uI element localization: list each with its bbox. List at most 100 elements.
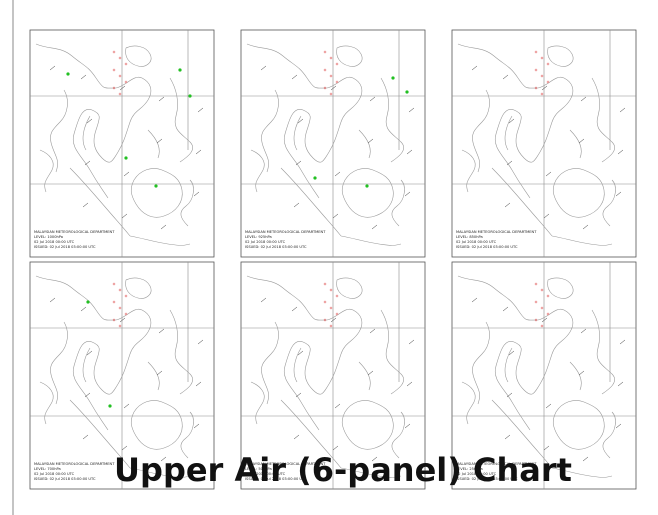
wind-barb — [335, 172, 340, 176]
panel-label: 02 Jul 2018 00:00 UTC — [245, 240, 286, 244]
wind-barb — [542, 86, 547, 90]
wind-barb — [503, 75, 508, 79]
wind-barb — [261, 298, 266, 302]
station-marker — [547, 313, 549, 315]
wind-barb — [407, 150, 412, 154]
station-marker — [541, 289, 543, 291]
wind-barb — [503, 307, 508, 311]
map-panel: MALAYSIAN METEOROLOGICAL DEPARTMENTLEVEL… — [241, 30, 425, 257]
coastline — [247, 44, 404, 246]
station-marker — [535, 51, 537, 53]
station-marker — [535, 301, 537, 303]
wind-barb — [159, 97, 164, 101]
panel-label: ISSUED: 02 Jul 2018 03:00:00 UTC — [245, 245, 307, 249]
station-dot — [108, 404, 111, 407]
station-marker — [535, 283, 537, 285]
wind-barb — [546, 172, 551, 176]
station-marker — [336, 313, 338, 315]
wind-barb — [581, 97, 586, 101]
panel-label: 02 Jul 2018 00:00 UTC — [34, 240, 75, 244]
wind-barb — [50, 298, 55, 302]
panel-label: MALAYSIAN METEOROLOGICAL DEPARTMENT — [34, 230, 115, 234]
wind-barb — [331, 318, 336, 322]
station-marker — [324, 301, 326, 303]
wind-barb — [157, 139, 162, 143]
wind-barb — [616, 424, 621, 428]
caption: Upper Air (6-panel) Chart — [114, 451, 572, 489]
wind-barb — [618, 150, 623, 154]
wind-barb — [544, 446, 549, 450]
wind-barb — [331, 86, 336, 90]
wind-barb — [370, 329, 375, 333]
wind-barb — [618, 382, 623, 386]
wind-barb — [407, 382, 412, 386]
station-marker — [119, 75, 121, 77]
station-dot — [86, 300, 89, 303]
wind-barb — [579, 139, 584, 143]
coastline — [247, 276, 404, 478]
station-marker — [119, 93, 121, 95]
wind-barb — [159, 329, 164, 333]
map-panel: MALAYSIAN METEOROLOGICAL DEPARTMENTLEVEL… — [30, 30, 214, 257]
panel-label: ISSUED: 02 Jul 2018 03:00:00 UTC — [34, 477, 96, 481]
panel-grid: MALAYSIAN METEOROLOGICAL DEPARTMENTLEVEL… — [30, 30, 636, 489]
wind-barb — [505, 435, 510, 439]
wind-barb — [124, 172, 129, 176]
panel-label: MALAYSIAN METEOROLOGICAL DEPARTMENT — [34, 462, 115, 466]
wind-barb — [294, 203, 299, 207]
wind-barb — [81, 307, 86, 311]
station-dot — [365, 184, 368, 187]
wind-barb — [196, 150, 201, 154]
wind-barb — [579, 371, 584, 375]
station-dot — [313, 176, 316, 179]
station-marker — [547, 63, 549, 65]
panel-label: LEVEL: 1000hPa — [34, 235, 63, 239]
wind-barb — [196, 382, 201, 386]
station-marker — [125, 295, 127, 297]
wind-barb — [292, 75, 297, 79]
station-dot — [391, 76, 394, 79]
wind-barb — [161, 225, 166, 229]
wind-barb — [120, 318, 125, 322]
station-marker — [330, 57, 332, 59]
wind-barb — [198, 108, 203, 112]
station-marker — [324, 51, 326, 53]
station-marker — [330, 75, 332, 77]
wind-barb — [261, 66, 266, 70]
wind-barb — [409, 340, 414, 344]
wind-barb — [83, 435, 88, 439]
station-dot — [178, 68, 181, 71]
wind-barb — [583, 225, 588, 229]
wind-barb — [124, 404, 129, 408]
station-marker — [336, 63, 338, 65]
station-marker — [113, 69, 115, 71]
station-marker — [119, 289, 121, 291]
map-panel: MALAYSIAN METEOROLOGICAL DEPARTMENTLEVEL… — [452, 30, 636, 257]
wind-barb — [294, 435, 299, 439]
wind-barb — [620, 340, 625, 344]
wind-barb — [81, 75, 86, 79]
wind-barb — [120, 86, 125, 90]
wind-barb — [198, 340, 203, 344]
coastline — [458, 44, 615, 246]
station-dot — [66, 72, 69, 75]
station-marker — [125, 63, 127, 65]
wind-barb — [368, 371, 373, 375]
panel-label: ISSUED: 02 Jul 2018 03:00:00 UTC — [34, 245, 96, 249]
wind-barb — [505, 203, 510, 207]
wind-barb — [620, 108, 625, 112]
slide: MALAYSIAN METEOROLOGICAL DEPARTMENTLEVEL… — [0, 0, 658, 515]
wind-barb — [405, 424, 410, 428]
station-marker — [336, 295, 338, 297]
station-marker — [119, 325, 121, 327]
station-marker — [330, 289, 332, 291]
station-marker — [547, 295, 549, 297]
wind-barb — [292, 307, 297, 311]
page: {"panels": [ {"lines": ["MALAYSIAN METEO… — [0, 0, 658, 515]
panel-label: LEVEL: 700hPa — [34, 467, 61, 471]
station-dot — [405, 90, 408, 93]
station-marker — [541, 93, 543, 95]
wind-barb — [409, 108, 414, 112]
wind-barb — [546, 404, 551, 408]
station-dot — [188, 94, 191, 97]
